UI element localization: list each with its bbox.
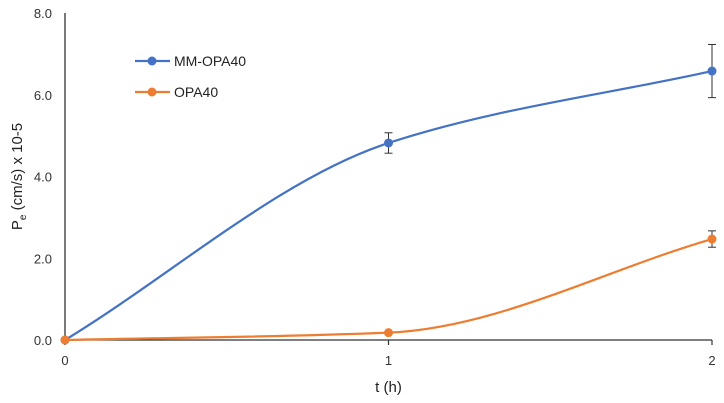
y-tick-label: 2.0 [34, 251, 52, 266]
y-tick-label: 6.0 [34, 88, 52, 103]
data-point [707, 66, 717, 76]
x-tick-labels: 0 1 2 [61, 340, 716, 368]
series-layer [60, 43, 717, 345]
y-tick-labels: 0.0 2.0 4.0 6.0 8.0 [34, 6, 52, 348]
x-axis-title: t (h) [375, 379, 402, 396]
series-line [64, 69, 713, 341]
y-tick-label: 4.0 [34, 170, 52, 185]
data-point [707, 234, 717, 244]
y-axis-title-subscript: e [18, 214, 29, 220]
legend-label: OPA40 [174, 84, 218, 100]
data-point [384, 328, 393, 338]
y-tick-label: 8.0 [34, 6, 52, 21]
x-tick-label: 2 [708, 353, 715, 368]
y-axis-title-rest: (cm/s) x 10-5 [9, 123, 26, 215]
legend-label: MM-OPA40 [174, 53, 246, 69]
series-line [64, 237, 713, 342]
y-axis-title: Pe (cm/s) x 10-5 [9, 123, 29, 230]
x-tick-label: 1 [385, 353, 392, 368]
data-point [60, 335, 70, 345]
y-axis-title-main: P [9, 220, 26, 230]
data-point [384, 138, 393, 148]
x-tick-label: 0 [61, 353, 68, 368]
legend-swatch-marker [147, 56, 157, 66]
legend-swatch-marker [147, 87, 157, 97]
y-tick-label: 0.0 [34, 333, 52, 348]
legend: MM-OPA40 OPA40 [135, 53, 246, 100]
